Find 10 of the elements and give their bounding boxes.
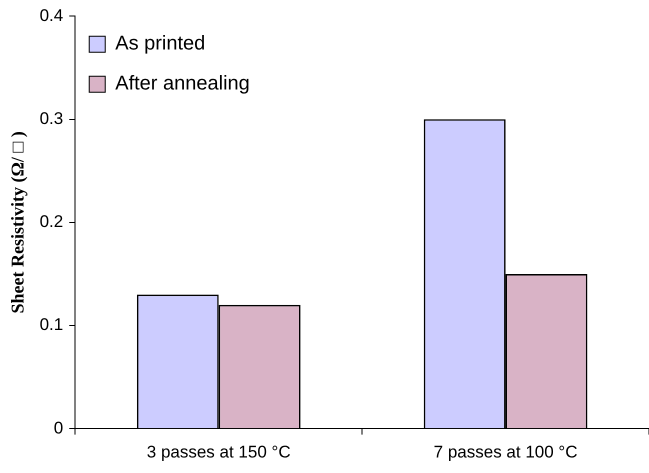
y-tick-label: 0.4 [40, 6, 64, 25]
x-tick-label: 7 passes at 100 °C [434, 442, 578, 462]
y-tick-label: 0.1 [40, 315, 64, 334]
x-tick-label: 3 passes at 150 °C [146, 442, 291, 462]
y-tick-label: 0 [54, 418, 64, 438]
legend-label: After annealing [115, 72, 250, 95]
y-tick-label: 0.3 [40, 108, 64, 128]
y-axis-title: Sheet Resistivity (Ω/ □ ) [7, 131, 28, 314]
legend-label: As printed [115, 32, 206, 55]
y-tick-label: 0.2 [40, 212, 64, 232]
